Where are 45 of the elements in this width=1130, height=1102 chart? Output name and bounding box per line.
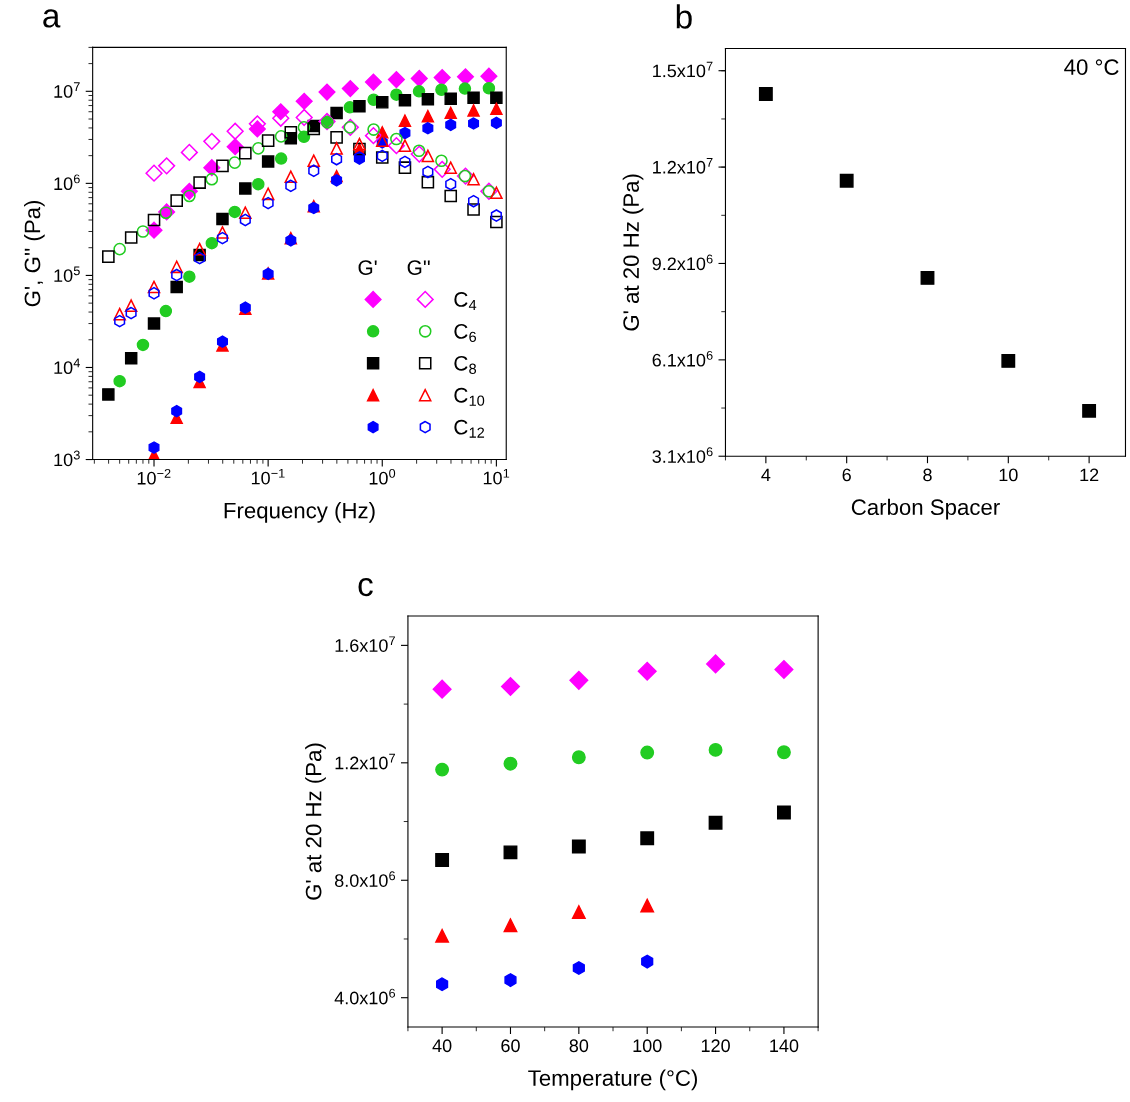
- y-tick-label: 10$^{5}$: [54, 266, 80, 282]
- y-tick-label: 10$^{7}$: [54, 82, 80, 98]
- x-tick-label: 12: [1080, 468, 1099, 482]
- x-tick-label: 4: [761, 468, 771, 482]
- legend-label: C$_{6}$: [454, 324, 477, 343]
- text: a: [43, 9, 61, 28]
- y-tick-label: 10$^{6}$: [54, 174, 80, 191]
- y-tick-label: 3.1x10$^{6}$: [652, 447, 713, 463]
- y-tick-label: 10$^{4}$: [54, 358, 80, 375]
- x-axis-title: Carbon Spacer: [851, 498, 1000, 520]
- x-tick-label: 100: [633, 1039, 662, 1053]
- y-axis-title: G' at 20 Hz (Pa): [305, 743, 326, 900]
- x-tick-label: 140: [770, 1039, 799, 1053]
- x-tick-label: 8: [923, 468, 932, 482]
- y-tick-label: 9.2x10$^{6}$: [652, 254, 713, 271]
- legend-label: C$_{4}$: [454, 292, 477, 310]
- y-tick-label: 4.0x10$^{6}$: [334, 988, 396, 1005]
- x-tick-label: 60: [501, 1039, 520, 1053]
- x-tick-label: 10$^{0}$: [369, 468, 396, 485]
- y-axis-title: G', G'' (Pa): [24, 200, 45, 307]
- y-tick-label: 1.5x10$^{7}$: [653, 61, 713, 78]
- y-tick-label: 1.2x10$^{7}$: [653, 158, 713, 174]
- x-tick-label: 120: [701, 1039, 730, 1053]
- y-tick-label: 1.2x10$^{7}$: [335, 753, 395, 770]
- x-tick-label: 10$^{−1}$: [251, 468, 285, 485]
- annotation: 40 °C: [1064, 59, 1119, 75]
- x-tick-label: 10$^{1}$: [483, 468, 510, 485]
- x-axis-title: Frequency (Hz): [224, 502, 375, 523]
- x-tick-label: 80: [569, 1039, 589, 1053]
- text: b: [676, 4, 692, 29]
- legend-label: C$_{8}$: [454, 355, 477, 374]
- y-tick-label: 10$^{3}$: [54, 450, 80, 467]
- y-axis-title: G' at 20 Hz (Pa): [622, 174, 644, 331]
- legend-title: G' G'': [358, 260, 430, 275]
- x-tick-label: 10: [999, 468, 1018, 482]
- text: c: [358, 577, 373, 597]
- legend-label: C$_{10}$: [454, 387, 485, 406]
- y-tick-label: 1.6x10$^{7}$: [335, 636, 395, 652]
- legend-label: C$_{12}$: [454, 419, 485, 438]
- x-axis-title: Temperature (°C): [528, 1069, 697, 1091]
- x-tick-label: 6: [842, 468, 851, 482]
- x-tick-label: 10$^{−2}$: [137, 468, 171, 485]
- y-tick-label: 6.1x10$^{6}$: [652, 350, 713, 367]
- y-tick-label: 8.0x10$^{6}$: [334, 871, 396, 887]
- x-tick-label: 40: [432, 1039, 452, 1053]
